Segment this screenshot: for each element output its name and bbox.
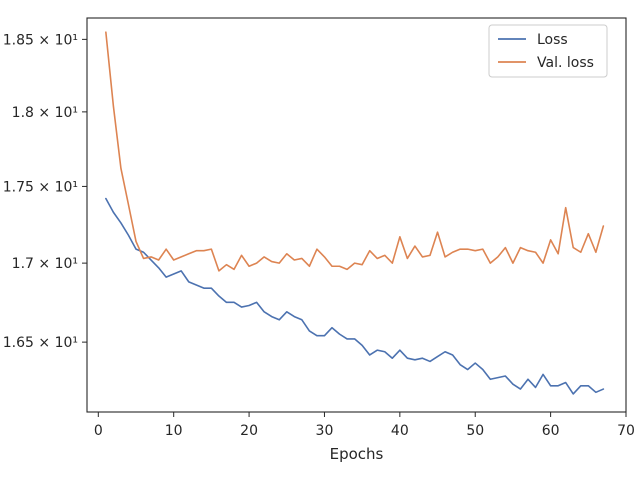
x-tick-label: 0 (94, 423, 103, 439)
series-layer (105, 31, 605, 395)
series-line-loss (105, 197, 605, 395)
y-tick-label: 1.7 × 10¹ (12, 256, 78, 272)
plot-frame (86, 17, 627, 413)
legend: Loss Val. loss (488, 24, 608, 78)
x-tick-label: 20 (240, 423, 258, 439)
y-tick-label: 1.75 × 10¹ (3, 179, 78, 195)
x-axis-label: Epochs (330, 445, 384, 463)
x-tick-label: 60 (542, 423, 560, 439)
plot-border (86, 17, 627, 413)
legend-box (488, 24, 608, 78)
series-line-val-loss (105, 31, 605, 272)
legend-label: Val. loss (537, 55, 594, 71)
x-axis: 0 10 20 30 40 50 60 70 (94, 412, 635, 439)
y-tick-label: 1.85 × 10¹ (3, 32, 78, 48)
x-tick-label: 70 (617, 423, 635, 439)
x-tick-label: 50 (466, 423, 484, 439)
legend-label: Loss (537, 32, 568, 48)
y-tick-label: 1.65 × 10¹ (3, 335, 78, 351)
x-tick-label: 40 (391, 423, 409, 439)
x-tick-label: 30 (316, 423, 334, 439)
y-axis: 1.65 × 10¹ 1.7 × 10¹ 1.75 × 10¹ 1.8 × 10¹ 1.… (3, 32, 87, 351)
y-tick-label: 1.8 × 10¹ (12, 105, 78, 121)
x-tick-label: 10 (165, 423, 183, 439)
